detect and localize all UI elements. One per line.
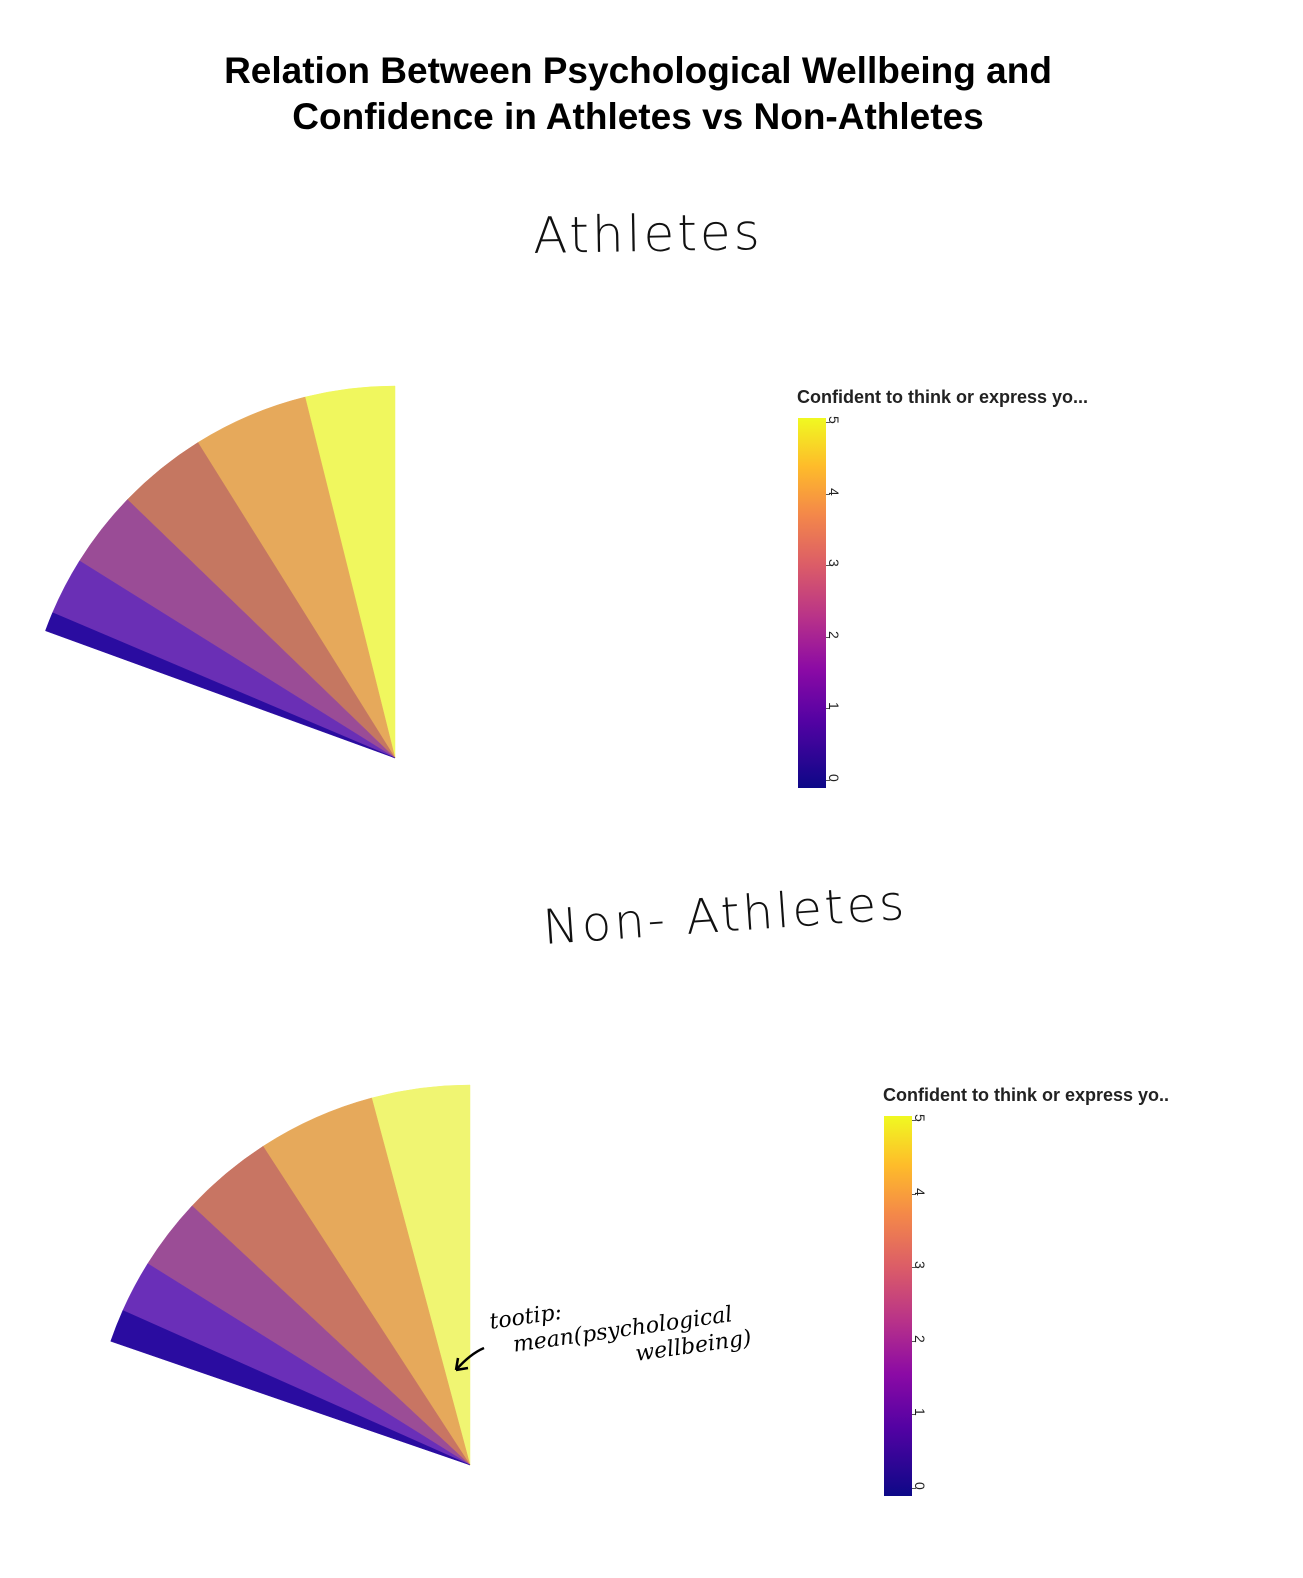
fan-slice-confidence-0[interactable] <box>45 612 396 759</box>
colorbar-tick-mark <box>912 1488 916 1489</box>
colorbar-tick-label-athletes: 4 <box>826 487 842 496</box>
colorbar-tick-label-non-athletes: 1 <box>912 1408 928 1417</box>
colorbar-tick-label-non-athletes: 0 <box>912 1482 928 1490</box>
colorbar-tick-label-non-athletes: 5 <box>912 1114 928 1122</box>
title-line-1: Relation Between Psychological Wellbeing… <box>224 50 1052 91</box>
colorbar-tick-label-athletes: 2 <box>826 630 842 639</box>
colorbar-tick-label-athletes: 3 <box>826 559 842 567</box>
title-line-2: Confidence in Athletes vs Non-Athletes <box>292 96 984 137</box>
colorbar-tick-mark <box>826 780 830 781</box>
fan-chart-non-athletes <box>110 1084 471 1466</box>
colorbar-tick-mark <box>912 1340 916 1342</box>
colorbar-tick-mark <box>912 1267 916 1269</box>
colorbar-tick-mark <box>912 1414 916 1416</box>
colorbar-tick-label-athletes: 5 <box>826 416 842 424</box>
colorbar-tick-mark <box>826 422 830 423</box>
colorbar-tick-label-athletes: 0 <box>826 774 842 782</box>
legend-title-athletes: Confident to think or express yo... <box>797 387 1089 407</box>
colorbar-tick-label-non-athletes: 4 <box>912 1187 928 1196</box>
chart-title: Relation Between Psychological Wellbeing… <box>0 48 1276 140</box>
colorbar-tick-mark <box>826 708 830 710</box>
colorbar-non-athletes <box>884 1116 912 1496</box>
colorbar-tick-mark <box>912 1193 916 1195</box>
colorbar-tick-label-athletes: 1 <box>826 702 842 711</box>
colorbar-tick-mark <box>826 636 830 638</box>
legend-title-non-athletes: Confident to think or express yo.. <box>883 1085 1170 1105</box>
colorbar-tick-mark <box>826 565 830 567</box>
colorbar-athletes <box>798 418 826 788</box>
colorbar-tick-mark <box>912 1120 916 1121</box>
colorbar-tick-mark <box>826 493 830 495</box>
colorbar-tick-label-non-athletes: 2 <box>912 1334 928 1343</box>
fan-chart-athletes <box>45 385 396 759</box>
colorbar-tick-label-non-athletes: 3 <box>912 1261 928 1269</box>
fan-slice-confidence-0[interactable] <box>110 1310 471 1466</box>
annotation-arrow-icon <box>454 1346 485 1372</box>
